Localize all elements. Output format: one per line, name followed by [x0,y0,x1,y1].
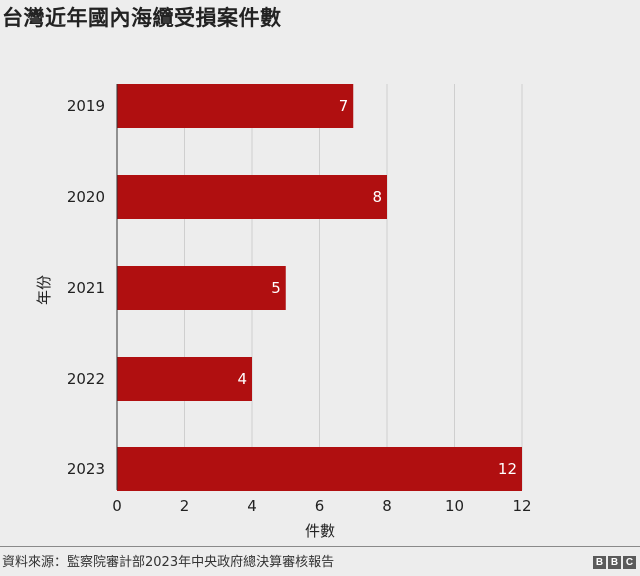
data-label: 4 [237,370,247,388]
category-tick-label: 2022 [67,370,105,388]
x-tick-label: 0 [112,497,122,515]
chart-title: 台灣近年國內海纜受損案件數 [2,6,282,30]
x-tick-label: 12 [512,497,531,515]
axes: 2019 2020 2021 2022 2023 0 2 4 6 8 10 12 件數 年份 [35,84,532,540]
bars: 7 8 5 4 12 [117,84,522,491]
bar [117,84,354,128]
logo-letter: B [608,556,621,569]
x-tick-label: 2 [180,497,190,515]
bar-chart: 7 8 5 4 12 2019 2020 2021 2022 2023 0 2 4 6 8 10 12 件數 年份 [35,84,532,540]
category-tick-label: 2021 [67,279,105,297]
logo-letter: C [623,556,636,569]
bbc-logo: B B C [593,556,636,569]
category-tick-label: 2019 [67,97,105,115]
footer-divider [0,546,640,547]
data-label: 7 [339,97,349,115]
data-label: 8 [372,188,382,206]
x-tick-label: 10 [445,497,464,515]
x-tick-label: 4 [247,497,257,515]
x-tick-label: 8 [382,497,392,515]
x-axis-title: 件數 [305,522,335,540]
bar [117,266,286,310]
x-tick-label: 6 [315,497,325,515]
data-label: 12 [498,460,517,478]
bar [117,175,387,219]
data-label: 5 [271,279,281,297]
category-tick-label: 2023 [67,460,105,478]
logo-letter: B [593,556,606,569]
bar [117,357,252,401]
category-tick-label: 2020 [67,188,105,206]
bar [117,447,522,491]
source-note: 資料來源：監察院審計部2023年中央政府總決算審核報告 [2,555,335,570]
y-axis-title: 年份 [35,275,53,305]
